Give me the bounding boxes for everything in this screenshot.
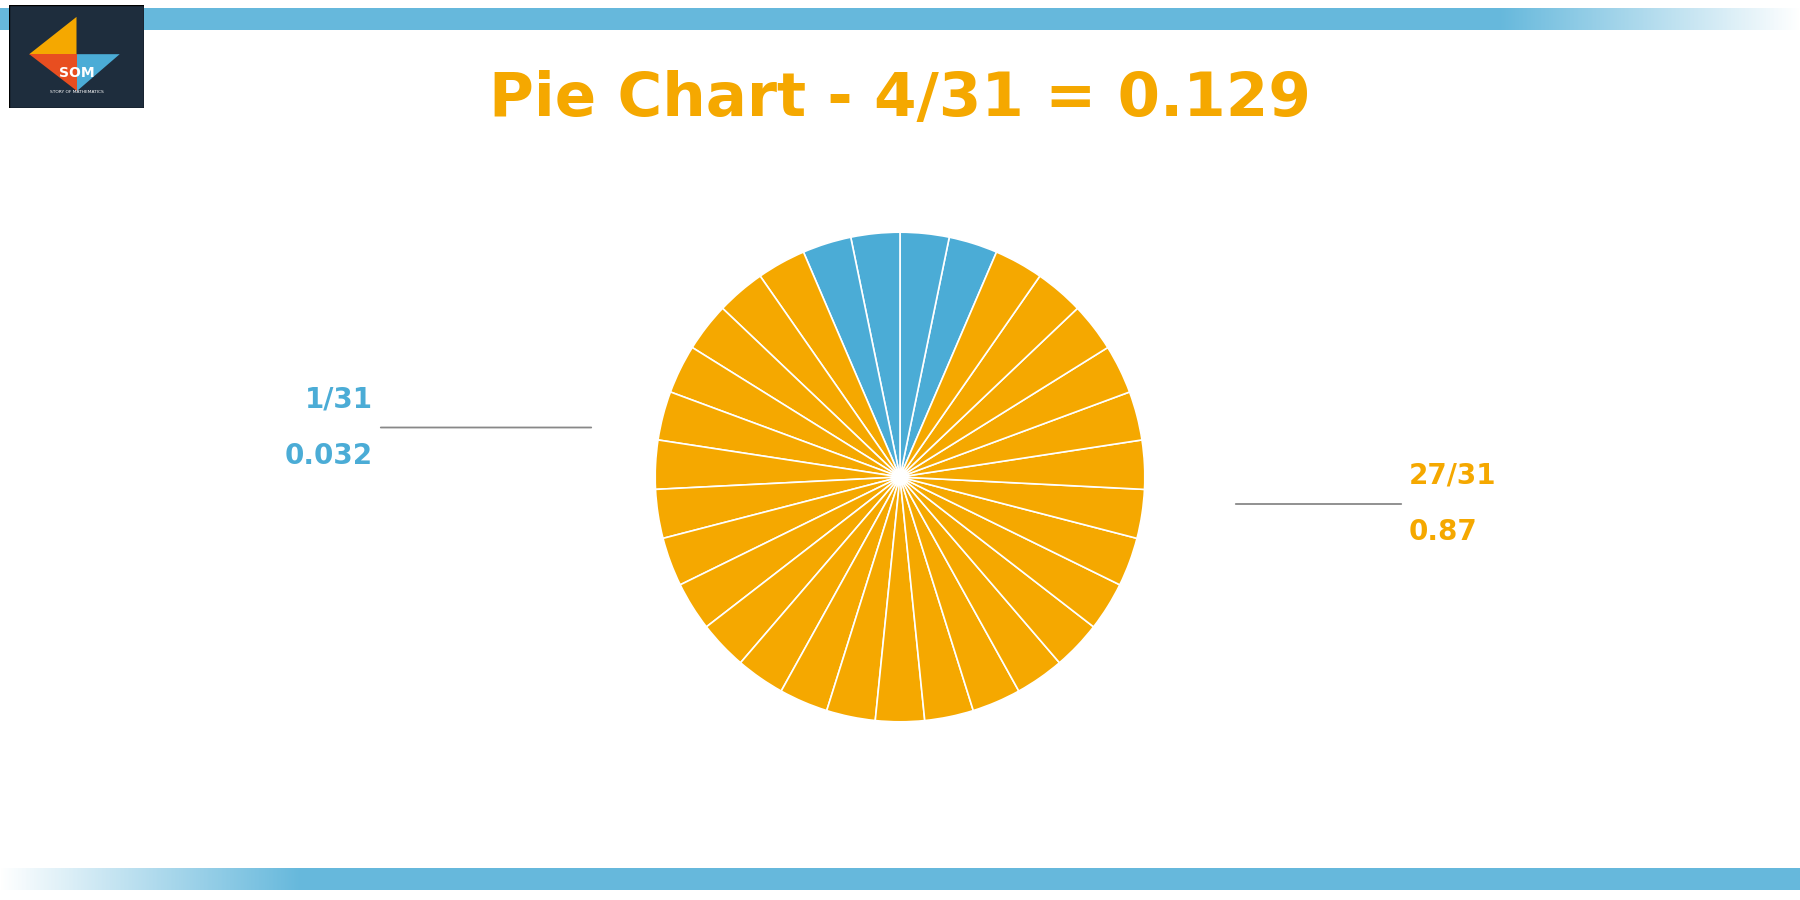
Wedge shape: [826, 477, 900, 721]
Wedge shape: [670, 347, 900, 477]
Wedge shape: [900, 440, 1145, 490]
Polygon shape: [29, 54, 76, 92]
Text: STORY OF MATHEMATICS: STORY OF MATHEMATICS: [50, 91, 103, 94]
Text: 0.87: 0.87: [1409, 518, 1478, 546]
FancyBboxPatch shape: [9, 4, 144, 108]
Circle shape: [895, 471, 905, 483]
Text: Pie Chart - 4/31 = 0.129: Pie Chart - 4/31 = 0.129: [490, 70, 1310, 130]
Wedge shape: [662, 477, 900, 585]
Wedge shape: [659, 392, 900, 477]
Wedge shape: [693, 309, 900, 477]
Wedge shape: [851, 232, 900, 477]
Text: 27/31: 27/31: [1409, 462, 1496, 490]
Wedge shape: [680, 477, 900, 626]
Wedge shape: [900, 276, 1078, 477]
Polygon shape: [76, 54, 119, 92]
Wedge shape: [740, 477, 900, 691]
Wedge shape: [875, 477, 925, 722]
Wedge shape: [655, 477, 900, 538]
Text: 1/31: 1/31: [304, 385, 373, 413]
Wedge shape: [722, 276, 900, 477]
Wedge shape: [900, 477, 1094, 662]
Wedge shape: [900, 252, 1040, 477]
Wedge shape: [655, 440, 900, 490]
Wedge shape: [900, 238, 997, 477]
Text: 0.032: 0.032: [284, 442, 373, 470]
Wedge shape: [900, 232, 949, 477]
Wedge shape: [781, 477, 900, 711]
Bar: [0, 8, 1499, 30]
Wedge shape: [900, 309, 1107, 477]
Wedge shape: [706, 477, 900, 662]
Wedge shape: [900, 347, 1130, 477]
Text: SOM: SOM: [59, 66, 94, 80]
Wedge shape: [900, 477, 974, 721]
Wedge shape: [900, 477, 1145, 538]
Wedge shape: [900, 477, 1138, 585]
Bar: [301, 868, 1800, 890]
Wedge shape: [803, 238, 900, 477]
Wedge shape: [900, 477, 1060, 691]
Polygon shape: [29, 17, 76, 54]
Wedge shape: [900, 477, 1120, 626]
Wedge shape: [900, 477, 1019, 711]
Wedge shape: [760, 252, 900, 477]
Wedge shape: [900, 392, 1141, 477]
